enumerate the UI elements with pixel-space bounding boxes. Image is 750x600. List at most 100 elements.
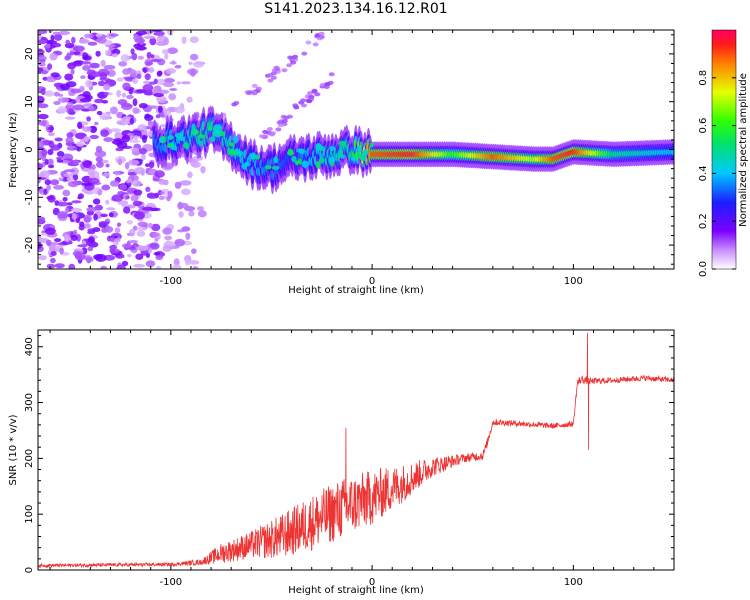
noise-blob: [162, 110, 172, 116]
harmonic-streak-blob: [292, 54, 299, 59]
colorbar-label: Normalized spectral amplitude: [738, 73, 749, 227]
noise-blob: [138, 103, 148, 109]
noise-blob: [177, 229, 186, 233]
noise-blob: [157, 105, 163, 113]
noise-blob: [174, 106, 185, 114]
noise-blob: [47, 126, 54, 131]
ridge-blob: [250, 155, 257, 160]
noise-blob: [111, 53, 119, 58]
noise-blob: [106, 207, 116, 211]
ridge-blob: [301, 160, 310, 168]
noise-blob: [70, 234, 78, 241]
noise-blob: [54, 238, 62, 243]
noise-blob: [73, 51, 81, 55]
noise-blob: [107, 69, 116, 77]
noise-blob: [158, 179, 166, 185]
noise-blob: [103, 137, 114, 143]
noise-blob: [89, 134, 99, 140]
noise-blob: [162, 227, 173, 235]
harmonic-streak-blob: [328, 72, 335, 77]
noise-blob: [147, 222, 153, 229]
noise-blob: [150, 54, 155, 59]
noise-blob: [148, 67, 155, 73]
y-tick-label: 0: [24, 567, 35, 573]
noise-blob: [179, 180, 192, 186]
noise-blob: [92, 72, 97, 77]
noise-blob: [174, 238, 186, 247]
noise-blob: [127, 204, 136, 209]
noise-blob: [65, 137, 74, 144]
noise-blob: [79, 221, 85, 227]
noise-blob: [60, 83, 70, 91]
noise-blob: [128, 88, 133, 95]
noise-blob: [64, 169, 76, 173]
noise-blob: [127, 69, 137, 75]
noise-blob: [154, 31, 165, 36]
noise-blob: [127, 172, 138, 176]
noise-blob: [139, 148, 147, 155]
x-tick-label: 100: [564, 276, 583, 287]
noise-blob: [68, 263, 76, 269]
noise-blob: [167, 47, 178, 54]
noise-blob: [101, 184, 111, 191]
noise-blob: [148, 161, 155, 169]
noise-blob: [80, 61, 92, 65]
y-tick-label: 100: [24, 505, 35, 524]
y-tick-label: -10: [24, 189, 35, 205]
noise-blob: [136, 230, 146, 237]
noise-blob: [93, 121, 99, 126]
ridge-blob: [338, 140, 346, 147]
noise-blob: [105, 49, 112, 56]
noise-blob: [82, 126, 92, 132]
noise-blob: [92, 227, 101, 233]
noise-blob: [155, 265, 162, 269]
noise-blob: [137, 55, 144, 60]
noise-blob: [136, 30, 147, 36]
noise-blob: [38, 39, 48, 44]
noise-blob: [197, 210, 207, 218]
noise-blob: [158, 195, 165, 201]
noise-blob: [76, 141, 85, 147]
noise-blob: [77, 244, 88, 248]
ridge-blob: [328, 156, 336, 163]
noise-blob: [58, 93, 64, 97]
noise-blob: [132, 107, 140, 114]
noise-blob: [131, 179, 141, 187]
noise-blob: [126, 179, 132, 184]
ridge-blob: [273, 156, 279, 164]
noise-blob: [144, 113, 151, 119]
noise-blob: [38, 30, 48, 34]
noise-blob: [144, 73, 151, 81]
noise-blob: [85, 256, 94, 263]
noise-blob: [129, 228, 136, 237]
noise-blob: [122, 68, 131, 75]
noise-blob: [126, 220, 134, 225]
noise-blob: [87, 41, 98, 46]
harmonic-streak-blob: [276, 120, 283, 125]
noise-blob: [53, 101, 61, 105]
noise-blob: [185, 232, 191, 240]
noise-blob: [150, 207, 161, 212]
noise-blob: [95, 145, 103, 153]
noise-blob: [155, 255, 164, 261]
noise-blob: [166, 196, 171, 202]
snr-y-axis-label: SNR (10 * v/v): [8, 414, 19, 485]
noise-blob: [134, 167, 146, 175]
noise-blob: [47, 194, 56, 203]
spectrogram-y-axis-label: Frequency (Hz): [8, 112, 19, 188]
noise-blob: [168, 93, 177, 101]
noise-blob: [186, 96, 193, 103]
noise-blob: [180, 81, 191, 85]
noise-blob: [96, 110, 103, 116]
colorbar-ticks: 0.0 0.2 0.4 0.6 0.8: [698, 70, 736, 277]
noise-blob: [75, 253, 86, 261]
ridge-blob: [174, 132, 183, 138]
noise-blob: [121, 134, 131, 143]
noise-blob: [131, 52, 138, 61]
noise-blob: [100, 265, 108, 269]
snr-panel: -100 0 100 0 100 200 300 400 Height of straight…: [8, 329, 675, 596]
noise-blob: [108, 212, 114, 218]
noise-blob: [192, 61, 205, 68]
ridge-blob: [339, 154, 346, 159]
